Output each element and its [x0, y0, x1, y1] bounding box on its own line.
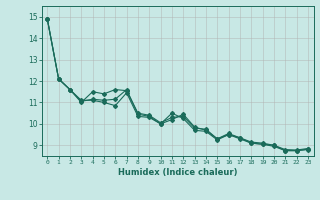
X-axis label: Humidex (Indice chaleur): Humidex (Indice chaleur) — [118, 168, 237, 177]
